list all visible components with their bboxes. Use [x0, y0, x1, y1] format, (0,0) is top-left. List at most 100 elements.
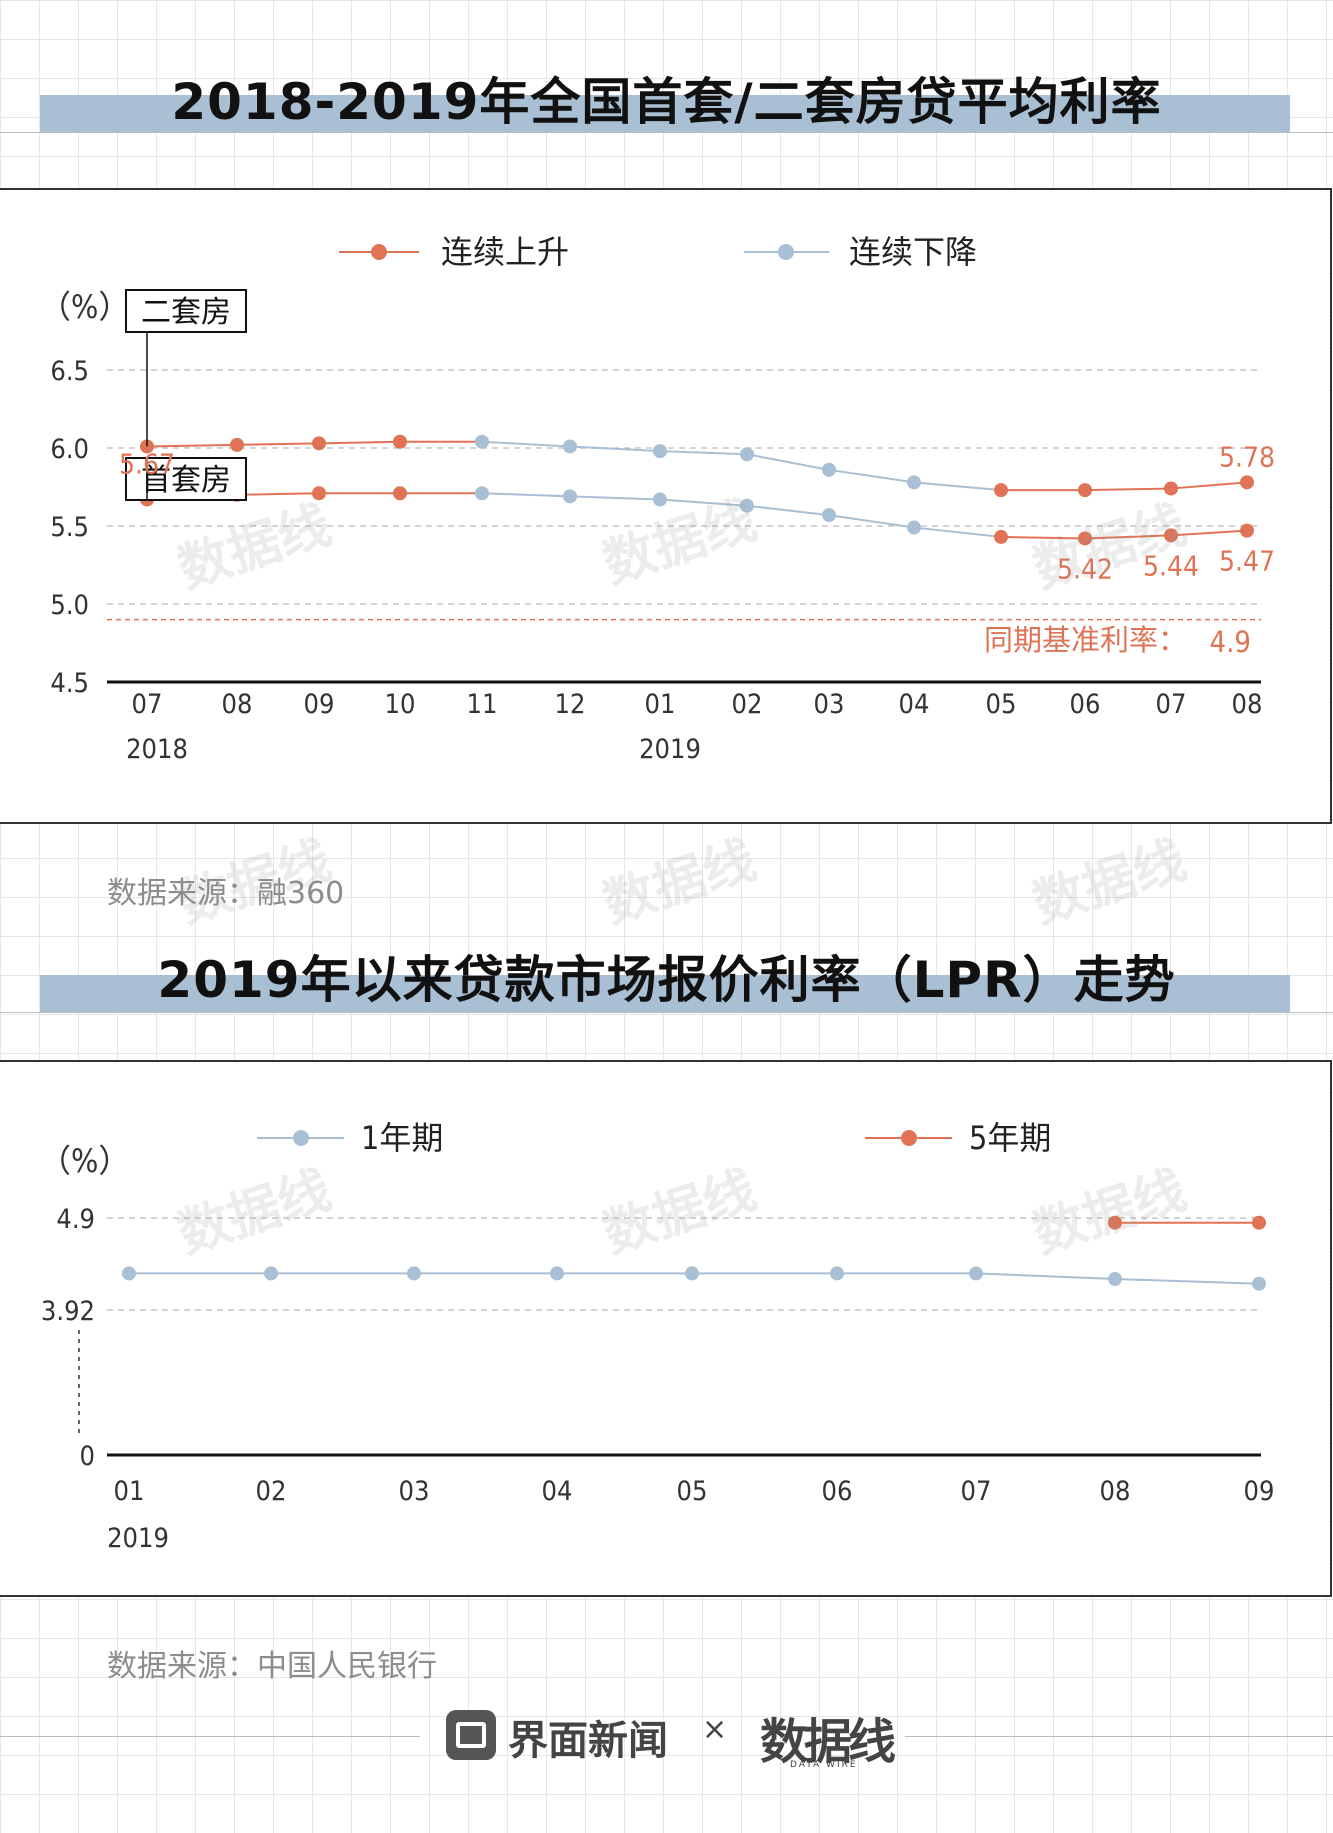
x-tick-label: 05	[986, 689, 1017, 720]
x-tick-label: 02	[256, 1476, 287, 1507]
series-name-box	[125, 289, 247, 333]
legend-marker-1y	[293, 1130, 309, 1146]
x-tick-label: 11	[467, 689, 498, 720]
data-label: 5.47	[1219, 545, 1275, 578]
x-tick-label: 07	[961, 1476, 992, 1507]
legend-label-5y: 5年期	[969, 1119, 1051, 1157]
legend-marker-rising	[371, 244, 387, 260]
legend-marker-falling	[778, 244, 794, 260]
data-point	[1240, 475, 1254, 490]
series-line-segment	[481, 440, 1002, 492]
data-point	[1078, 531, 1092, 546]
x-tick-label: 10	[385, 689, 416, 720]
chart2-svg: 1年期 5年期 （%） 4.9 3.92 0 01 02 03 04 05 06 07 08 09 2019	[39, 1119, 1275, 1554]
y-tick-label: 4.9	[56, 1204, 95, 1235]
x-tick-label: 08	[1232, 689, 1263, 720]
x-tick-label: 08	[1100, 1476, 1131, 1507]
chart2-panel: 1年期 5年期 （%） 4.9 3.92 0 01 02 03 04 05 06 07 08 09 2019	[0, 1060, 1332, 1597]
series-line-segment	[1001, 481, 1248, 492]
y-tick-label: 5.0	[50, 590, 89, 621]
chart1-title-rule	[0, 132, 1333, 133]
brand-separator: ×	[702, 1712, 728, 1747]
data-point	[393, 486, 407, 501]
data-point	[653, 492, 667, 507]
legend-label-falling: 连续下降	[849, 233, 977, 271]
legend-marker-5y	[901, 1130, 917, 1146]
series-line-segment	[1000, 529, 1248, 540]
x-tick-label: 01	[645, 689, 676, 720]
footer-rule-right	[905, 1736, 1333, 1737]
data-point	[122, 1266, 136, 1281]
brand-jiemian: 界面新闻	[508, 1718, 668, 1764]
data-point	[907, 475, 921, 490]
y-tick-label: 5.5	[50, 512, 89, 543]
data-point	[907, 520, 921, 535]
x-tick-label: 06	[822, 1476, 853, 1507]
data-point	[1240, 523, 1254, 538]
chart1-title: 2018-2019年全国首套/二套房贷平均利率	[171, 73, 1162, 131]
data-point	[475, 434, 489, 449]
chart1-title-bar	[40, 95, 1290, 133]
y-tick-label: 6.5	[50, 356, 89, 387]
x-tick-label: 03	[399, 1476, 430, 1507]
data-point	[1108, 1272, 1122, 1287]
data-point	[653, 444, 667, 459]
y-unit-label: （%）	[39, 288, 130, 326]
data-point	[1108, 1215, 1122, 1230]
data-point	[740, 498, 754, 513]
data-point	[1164, 481, 1178, 496]
data-point	[822, 508, 836, 523]
x-tick-label: 12	[555, 689, 586, 720]
y-unit-label: （%）	[39, 1142, 130, 1180]
data-point	[740, 447, 754, 462]
x-year-label: 2019	[107, 1523, 169, 1554]
data-point	[407, 1266, 421, 1281]
legend-label-rising: 连续上升	[441, 233, 569, 271]
x-tick-label: 07	[132, 689, 163, 720]
data-label: 5.78	[1219, 440, 1275, 473]
x-year-label: 2019	[639, 734, 701, 765]
watermark: 数据线	[596, 830, 764, 936]
data-point	[1252, 1276, 1266, 1291]
brand-datawire-sub: DATA WIRE	[790, 1760, 858, 1770]
jiemian-logo-icon	[446, 1710, 496, 1760]
x-tick-label: 09	[304, 689, 335, 720]
data-point	[994, 483, 1008, 498]
x-tick-label: 06	[1070, 689, 1101, 720]
footer-rule-left	[0, 1736, 420, 1737]
x-tick-label: 03	[814, 689, 845, 720]
x-tick-label: 04	[899, 689, 930, 720]
chart1-panel: 连续上升 连续下降 （%） 6.5 6.0 5.5 5.0 4.5 同期基准利率： 4.9 07 08…	[0, 188, 1332, 824]
data-point	[830, 1266, 844, 1281]
brand-datawire-logo: 数据线	[760, 1714, 896, 1770]
data-point	[822, 462, 836, 477]
data-point	[312, 486, 326, 501]
x-tick-label: 07	[1156, 689, 1187, 720]
x-tick-label: 01	[114, 1476, 145, 1507]
data-point	[1252, 1215, 1266, 1230]
y-tick-label: 6.0	[50, 434, 89, 465]
x-tick-label: 02	[732, 689, 763, 720]
y-tick-label: 3.92	[41, 1296, 95, 1327]
y-tick-label: 0	[80, 1441, 95, 1472]
data-point	[475, 486, 489, 501]
series-name-label: 首套房	[141, 463, 231, 498]
data-label: 5.42	[1057, 552, 1113, 585]
data-point	[1078, 483, 1092, 498]
x-tick-label: 09	[1244, 1476, 1275, 1507]
data-point	[550, 1266, 564, 1281]
data-point	[685, 1266, 699, 1281]
data-label: 5.44	[1143, 549, 1199, 582]
x-tick-label: 08	[222, 689, 253, 720]
watermark: 数据线	[1026, 830, 1194, 936]
series-name-box	[125, 457, 247, 501]
chart1-svg: 连续上升 连续下降 （%） 6.5 6.0 5.5 5.0 4.5 同期基准利率： 4.9 07 08…	[39, 233, 1275, 765]
data-point	[264, 1266, 278, 1281]
data-label: 5.67	[119, 447, 175, 480]
data-point	[563, 489, 577, 504]
footer: 界面新闻 × 数据线 DATA WIRE	[0, 1700, 1333, 1772]
chart2-title-rule	[0, 1012, 1333, 1013]
series-line-segment	[481, 492, 1002, 538]
legend-label-1y: 1年期	[361, 1119, 443, 1157]
data-point	[994, 529, 1008, 544]
